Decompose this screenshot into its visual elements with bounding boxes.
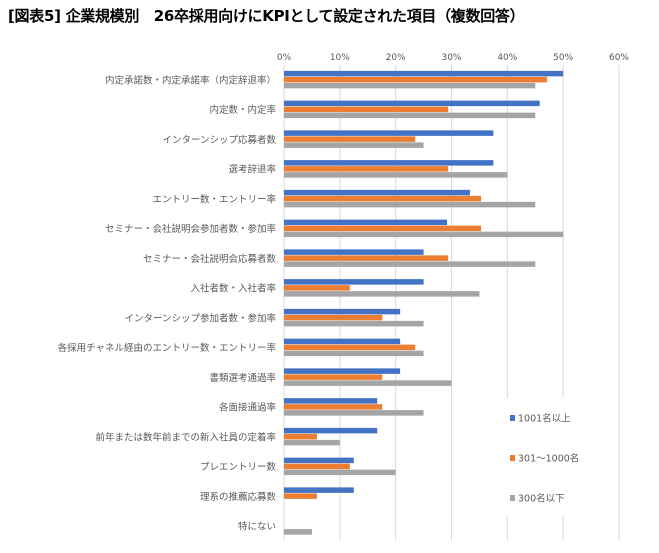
bar-1: [284, 457, 354, 464]
bar-1: [284, 160, 494, 166]
bar-3: [284, 82, 536, 89]
chart-title: [図表5] 企業規模別 26卒採用向けにKPIとして設定された項目（複数回答）: [8, 7, 525, 25]
bar-1: [284, 279, 424, 285]
category-label: 選考辞退率: [228, 164, 276, 176]
bar-1: [284, 70, 564, 77]
x-tick-label: 30%: [441, 53, 461, 63]
bar-2: [284, 225, 482, 232]
category-label: インターンシップ参加者数・参加率: [124, 312, 276, 324]
bar-2: [284, 136, 416, 142]
bar-1: [284, 219, 448, 226]
category-label: インターンシップ応募者数: [162, 134, 276, 146]
category-label: 書類選考通過率: [209, 372, 276, 384]
category-label: セミナー・会社説明会参加者数・参加率: [105, 223, 277, 235]
bar-3: [284, 380, 452, 386]
bar-3: [284, 142, 424, 148]
bar-2: [284, 374, 383, 380]
bar-3: [284, 320, 424, 327]
bar-3: [284, 469, 396, 476]
bar-2: [284, 344, 416, 351]
bar-1: [284, 308, 401, 315]
category-label: 各採用チャネル経由のエントリー数・エントリー率: [58, 342, 277, 354]
bar-2: [284, 493, 317, 499]
category-label: 各面接通過率: [219, 402, 277, 414]
x-tick-label: 60%: [609, 53, 629, 63]
legend-marker: [510, 455, 515, 461]
bar-2: [284, 76, 547, 83]
bar-2: [284, 166, 449, 172]
bar-3: [284, 201, 536, 208]
bar-3: [284, 112, 536, 119]
x-tick-label: 10%: [330, 53, 350, 63]
bar-1: [284, 427, 378, 434]
category-label: エントリー数・エントリー率: [152, 193, 276, 205]
category-label: 特にない: [238, 521, 276, 533]
bar-3: [284, 439, 340, 446]
x-tick-label: 40%: [497, 53, 517, 63]
legend-label: 301～1000名: [518, 453, 579, 465]
bar-3: [284, 529, 312, 535]
bar-2: [284, 106, 449, 113]
bar-3: [284, 172, 508, 178]
legend-box: [500, 398, 615, 516]
legend-marker: [510, 415, 515, 421]
bar-2: [284, 255, 449, 261]
bar-1: [284, 130, 494, 136]
x-tick-label: 0%: [277, 53, 292, 63]
bar-2: [284, 285, 350, 291]
category-label: 内定数・内定率: [209, 104, 276, 116]
bar-3: [284, 261, 536, 267]
bar-2: [284, 433, 317, 440]
category-label: 入社者数・入社者率: [190, 283, 276, 295]
bar-3: [284, 231, 564, 238]
bar-1: [284, 100, 540, 107]
x-tick-label: 50%: [553, 53, 573, 63]
bar-3: [284, 350, 424, 357]
bar-3: [284, 410, 424, 416]
bar-1: [284, 189, 470, 196]
legend-label: 300名以下: [518, 493, 565, 505]
category-label: 前年または数年前までの新入社員の定着率: [95, 431, 276, 443]
bar-1: [284, 338, 401, 345]
bar-2: [284, 463, 350, 470]
bar-1: [284, 398, 378, 404]
legend-marker: [510, 495, 515, 501]
category-label: 理系の推薦応募数: [200, 491, 277, 503]
category-label: セミナー・会社説明会応募者数: [143, 253, 277, 265]
bar-2: [284, 404, 383, 410]
bar-2: [284, 195, 482, 202]
category-label: プレエントリー数: [200, 461, 277, 473]
bar-2: [284, 314, 383, 321]
bar-1: [284, 249, 424, 255]
legend-label: 1001名以上: [518, 413, 571, 425]
x-tick-label: 20%: [386, 53, 406, 63]
category-label: 内定承諾数・内定承諾率（内定辞退率）: [105, 74, 276, 86]
bar-3: [284, 291, 480, 297]
bar-1: [284, 368, 401, 374]
bar-1: [284, 487, 354, 493]
